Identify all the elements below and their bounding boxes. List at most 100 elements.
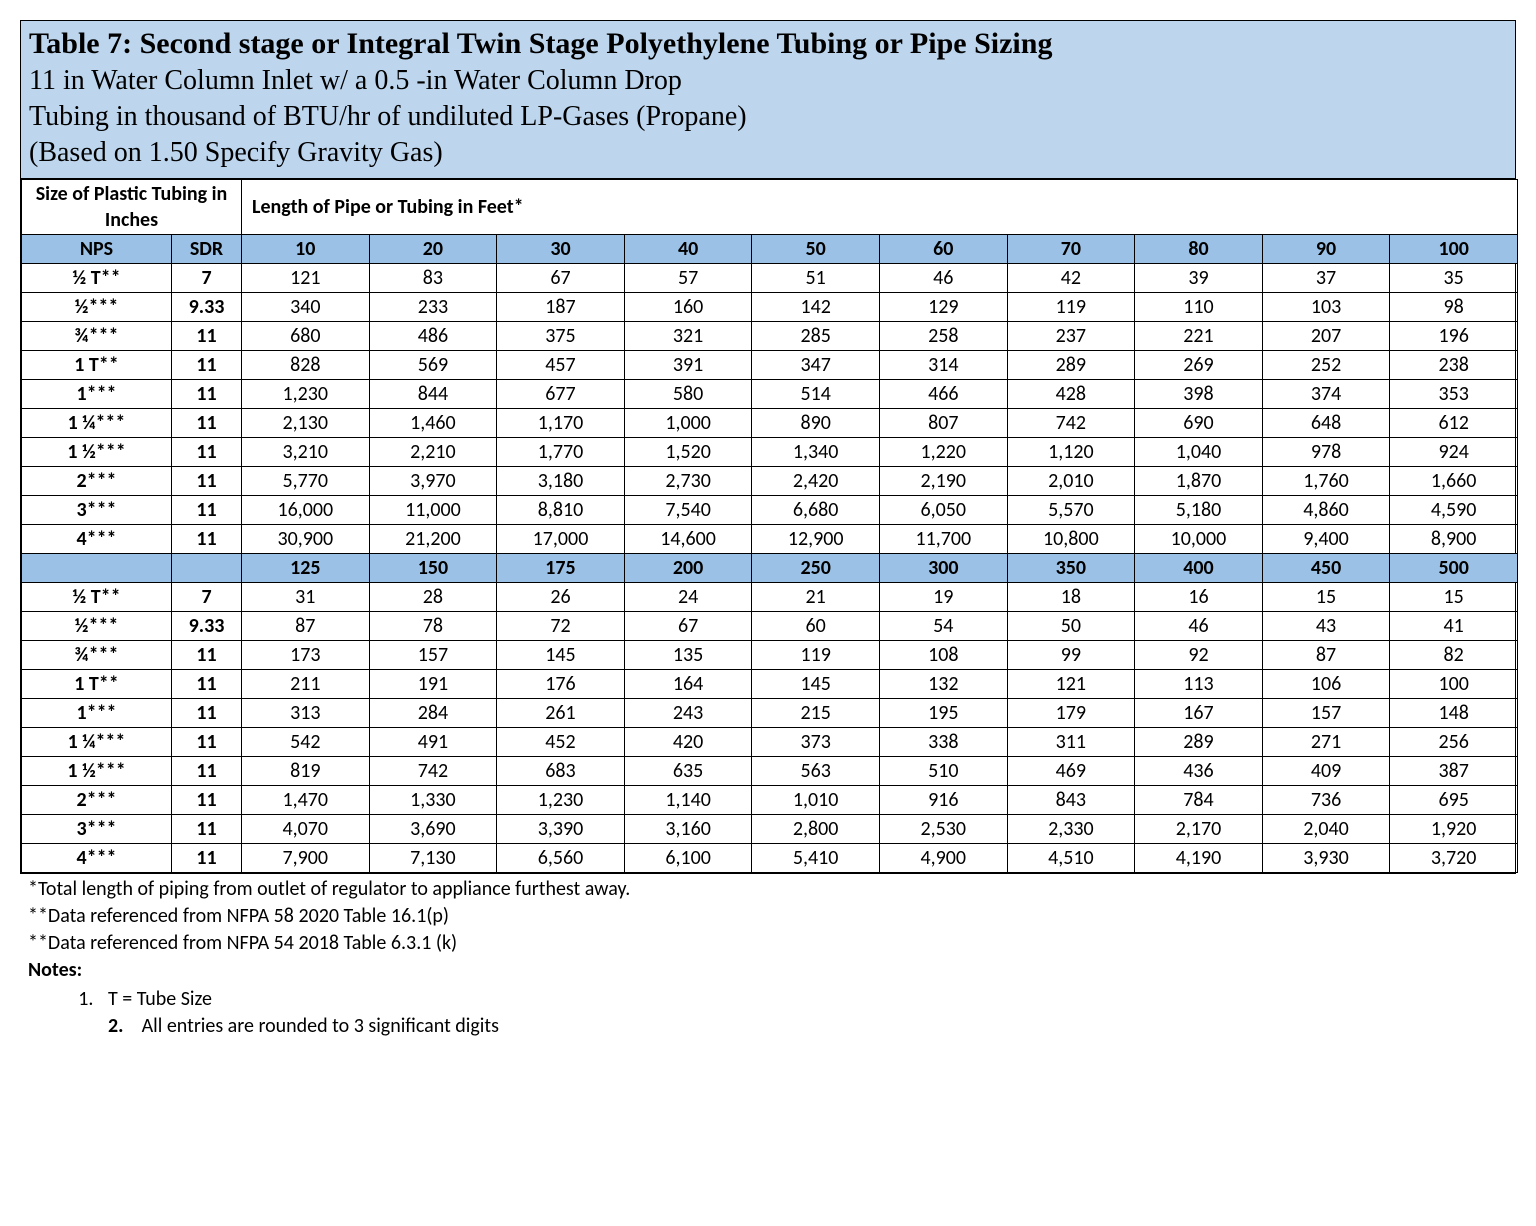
nps-cell: 3*** (22, 814, 172, 843)
value-cell: 237 (1007, 321, 1135, 350)
value-cell: 9,400 (1262, 524, 1390, 553)
nps-cell: ¾*** (22, 321, 172, 350)
sdr-cell: 11 (172, 379, 242, 408)
footnotes-block: *Total length of piping from outlet of r… (20, 874, 1516, 1050)
value-cell: 5,570 (1007, 495, 1135, 524)
value-cell: 11,700 (879, 524, 1007, 553)
value-cell: 46 (879, 263, 1007, 292)
len-header: 10 (242, 234, 370, 263)
value-cell: 2,130 (242, 408, 370, 437)
value-cell: 1,120 (1007, 437, 1135, 466)
value-cell: 542 (242, 727, 370, 756)
group-header-row: Size of Plastic Tubing in Inches Length … (22, 179, 1518, 234)
nps-cell: ¾*** (22, 640, 172, 669)
value-cell: 106 (1262, 669, 1390, 698)
sdr-cell: 11 (172, 814, 242, 843)
section-2-header-row: 125 150 175 200 250 300 350 400 450 500 (22, 553, 1518, 582)
value-cell: 4,860 (1262, 495, 1390, 524)
table-body-section-2: ½ T**731282624211918161515½***9.33877872… (22, 582, 1518, 872)
value-cell: 42 (1007, 263, 1135, 292)
table-row: 3***114,0703,6903,3903,1602,8002,5302,33… (22, 814, 1518, 843)
len-header: 50 (752, 234, 880, 263)
value-cell: 6,100 (624, 843, 752, 872)
value-cell: 1,140 (624, 785, 752, 814)
nps-cell: 1 T** (22, 350, 172, 379)
value-cell: 6,050 (879, 495, 1007, 524)
value-cell: 261 (497, 698, 625, 727)
sdr-cell: 11 (172, 843, 242, 872)
table-row: 1***11313284261243215195179167157148 (22, 698, 1518, 727)
value-cell: 60 (752, 611, 880, 640)
value-cell: 103 (1262, 292, 1390, 321)
value-cell: 1,870 (1135, 466, 1263, 495)
value-cell: 121 (1007, 669, 1135, 698)
value-cell: 844 (369, 379, 497, 408)
value-cell: 4,190 (1135, 843, 1263, 872)
value-cell: 3,930 (1262, 843, 1390, 872)
value-cell: 6,560 (497, 843, 625, 872)
table-row: ½ T**7121836757514642393735 (22, 263, 1518, 292)
value-cell: 311 (1007, 727, 1135, 756)
value-cell: 3,210 (242, 437, 370, 466)
len-header: 300 (879, 553, 1007, 582)
value-cell: 99 (1007, 640, 1135, 669)
len-header: 90 (1262, 234, 1390, 263)
value-cell: 375 (497, 321, 625, 350)
value-cell: 374 (1262, 379, 1390, 408)
value-cell: 612 (1390, 408, 1518, 437)
value-cell: 321 (624, 321, 752, 350)
table-title: Table 7: Second stage or Integral Twin S… (29, 25, 1507, 63)
table-row: ¾***1117315714513511910899928782 (22, 640, 1518, 669)
value-cell: 19 (879, 582, 1007, 611)
value-cell: 195 (879, 698, 1007, 727)
value-cell: 179 (1007, 698, 1135, 727)
value-cell: 1,920 (1390, 814, 1518, 843)
value-cell: 695 (1390, 785, 1518, 814)
value-cell: 420 (624, 727, 752, 756)
value-cell: 113 (1135, 669, 1263, 698)
nps-cell: 1 ½*** (22, 756, 172, 785)
value-cell: 807 (879, 408, 1007, 437)
value-cell: 1,460 (369, 408, 497, 437)
value-cell: 3,970 (369, 466, 497, 495)
value-cell: 135 (624, 640, 752, 669)
value-cell: 2,170 (1135, 814, 1263, 843)
value-cell: 2,420 (752, 466, 880, 495)
nps-cell: 1*** (22, 379, 172, 408)
value-cell: 387 (1390, 756, 1518, 785)
value-cell: 742 (369, 756, 497, 785)
value-cell: 21,200 (369, 524, 497, 553)
table-row: 3***1116,00011,0008,8107,5406,6806,0505,… (22, 495, 1518, 524)
value-cell: 373 (752, 727, 880, 756)
value-cell: 129 (879, 292, 1007, 321)
value-cell: 83 (369, 263, 497, 292)
nps-cell: 2*** (22, 466, 172, 495)
value-cell: 1,770 (497, 437, 625, 466)
value-cell: 87 (242, 611, 370, 640)
nps-cell: ½*** (22, 611, 172, 640)
value-cell: 82 (1390, 640, 1518, 669)
value-cell: 4,510 (1007, 843, 1135, 872)
table-subtitle-1: 11 in Water Column Inlet w/ a 0.5 -in Wa… (29, 63, 1507, 99)
value-cell: 391 (624, 350, 752, 379)
value-cell: 5,180 (1135, 495, 1263, 524)
value-cell: 1,170 (497, 408, 625, 437)
sdr-cell: 11 (172, 437, 242, 466)
value-cell: 1,040 (1135, 437, 1263, 466)
table-row: 4***1130,90021,20017,00014,60012,90011,7… (22, 524, 1518, 553)
table-row: 4***117,9007,1306,5606,1005,4104,9004,51… (22, 843, 1518, 872)
len-header: 40 (624, 234, 752, 263)
nps-cell: 1*** (22, 698, 172, 727)
value-cell: 510 (879, 756, 1007, 785)
value-cell: 563 (752, 756, 880, 785)
value-cell: 16,000 (242, 495, 370, 524)
blank-cell (172, 553, 242, 582)
sdr-cell: 7 (172, 582, 242, 611)
value-cell: 736 (1262, 785, 1390, 814)
nps-cell: 4*** (22, 843, 172, 872)
value-cell: 3,390 (497, 814, 625, 843)
value-cell: 2,330 (1007, 814, 1135, 843)
table-row: ¾***11680486375321285258237221207196 (22, 321, 1518, 350)
value-cell: 57 (624, 263, 752, 292)
value-cell: 196 (1390, 321, 1518, 350)
